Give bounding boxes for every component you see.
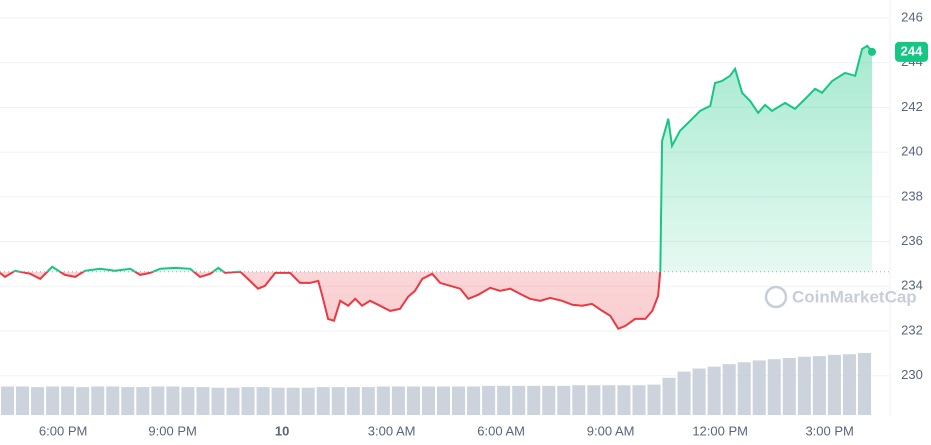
volume-bar — [707, 366, 721, 415]
volume-bar — [842, 354, 856, 415]
volume-bar — [857, 353, 871, 415]
volume-bar — [722, 364, 736, 415]
volume-bar — [136, 387, 150, 415]
volume-bar — [437, 386, 451, 415]
volume-bar — [46, 386, 60, 415]
volume-bar — [587, 385, 601, 415]
volume-bar — [812, 356, 826, 415]
x-tick-label: 9:00 PM — [148, 423, 196, 438]
price-line-below — [0, 271, 662, 331]
volume-bar — [452, 386, 466, 415]
y-tick-label: 230 — [901, 367, 923, 382]
y-tick-label: 232 — [901, 322, 923, 337]
volume-bar — [737, 362, 751, 415]
x-tick-label: 6:00 PM — [39, 423, 87, 438]
volume-bar — [106, 386, 120, 415]
x-tick-label: 3:00 PM — [805, 423, 853, 438]
volume-bar — [61, 386, 75, 415]
watermark-text: CoinMarketCap — [792, 287, 917, 306]
y-tick-label: 242 — [901, 99, 923, 114]
volume-bar — [482, 385, 496, 415]
volume-bar — [572, 385, 586, 415]
volume-bar — [497, 385, 511, 415]
volume-bar — [617, 385, 631, 415]
volume-bar — [692, 368, 706, 415]
volume-bar — [421, 386, 435, 415]
volume-bar — [797, 356, 811, 415]
volume-bar — [166, 386, 180, 415]
volume-bar — [632, 385, 646, 415]
area-below — [0, 271, 872, 329]
x-tick-label: 6:00 AM — [477, 423, 525, 438]
price-badge — [895, 41, 928, 62]
volume-bar — [271, 387, 285, 415]
volume-bar — [31, 387, 45, 415]
volume-bar — [331, 387, 345, 415]
volume-bar — [196, 387, 210, 415]
y-tick-label: 238 — [901, 188, 923, 203]
volume-bar — [226, 387, 240, 415]
volume-bar — [91, 386, 105, 415]
y-tick-label: 246 — [901, 9, 923, 24]
volume-bar — [316, 387, 330, 415]
volume-bar — [151, 386, 165, 415]
x-tick-label: 3:00 AM — [368, 423, 416, 438]
x-tick-label: 12:00 PM — [692, 423, 748, 438]
volume-bar — [391, 386, 405, 415]
volume-bar — [542, 385, 556, 415]
volume-bar — [241, 387, 255, 415]
y-tick-label: 234 — [901, 278, 923, 293]
volume-bar — [406, 386, 420, 415]
price-badge-label: 244 — [901, 43, 923, 58]
price-line — [11, 44, 873, 272]
y-tick-label: 240 — [901, 144, 923, 159]
volume-bar — [346, 387, 360, 415]
area-above — [13, 45, 872, 272]
watermark-logo — [764, 285, 788, 309]
volume-bar — [647, 384, 661, 415]
volume-bar — [467, 386, 481, 415]
volume-bar — [827, 354, 841, 415]
volume-bar — [286, 387, 300, 415]
y-tick-label: 236 — [901, 233, 923, 248]
x-tick-label: 9:00 AM — [587, 423, 635, 438]
volume-bar — [361, 387, 375, 415]
volume-bar — [557, 385, 571, 415]
volume-bar — [301, 387, 315, 415]
volume-bar — [16, 386, 30, 415]
volume-bar — [1, 386, 15, 415]
volume-bar — [527, 385, 541, 415]
volume-bar — [211, 387, 225, 415]
volume-bar — [602, 385, 616, 415]
volume-bar — [782, 357, 796, 415]
volume-bar — [677, 371, 691, 415]
volume-bar — [767, 359, 781, 415]
volume-bar — [512, 385, 526, 415]
volume-bar — [121, 387, 135, 415]
last-point — [868, 47, 876, 56]
volume-bar — [181, 387, 195, 415]
volume-bar — [256, 387, 270, 415]
volume-bar — [376, 386, 390, 415]
volume-bar — [76, 387, 90, 415]
volume-bar — [752, 360, 766, 415]
x-tick-label: 10 — [275, 423, 289, 438]
watermark: CoinMarketCap — [764, 285, 917, 309]
volume-bar — [662, 377, 676, 415]
